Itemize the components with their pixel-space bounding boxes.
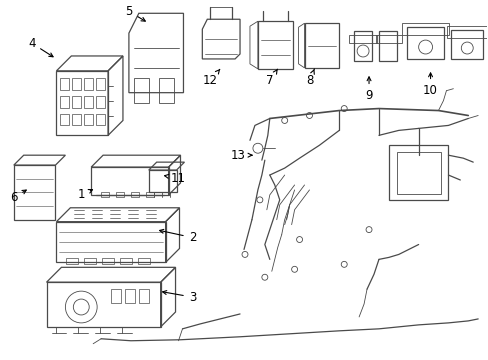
Text: 1: 1 (78, 188, 92, 201)
Bar (96, 78, 105, 90)
Bar (116, 192, 123, 197)
Bar (72, 96, 81, 108)
Bar (96, 113, 105, 125)
Bar (84, 78, 93, 90)
Bar (396, 152, 441, 194)
Text: 2: 2 (159, 229, 196, 244)
Text: 13: 13 (230, 149, 251, 162)
Text: 5: 5 (125, 5, 145, 21)
Bar (120, 258, 132, 264)
Text: 11: 11 (164, 171, 185, 185)
Bar (96, 96, 105, 108)
Text: 6: 6 (10, 190, 26, 204)
Text: 7: 7 (265, 69, 277, 87)
Bar (124, 289, 135, 303)
Bar (84, 96, 93, 108)
Text: 8: 8 (305, 69, 314, 87)
Text: 3: 3 (163, 291, 196, 303)
Text: 9: 9 (365, 77, 372, 102)
Text: 4: 4 (28, 37, 53, 57)
Bar (131, 192, 139, 197)
Text: 10: 10 (422, 73, 437, 97)
Bar (72, 78, 81, 90)
Bar (66, 258, 78, 264)
Bar (84, 258, 96, 264)
Text: 12: 12 (203, 69, 220, 87)
Bar (84, 113, 93, 125)
Bar (111, 289, 121, 303)
Bar (72, 113, 81, 125)
Bar (102, 258, 114, 264)
Bar (61, 96, 69, 108)
Bar (61, 113, 69, 125)
Bar (139, 289, 148, 303)
Bar (61, 78, 69, 90)
Bar (145, 192, 153, 197)
Bar (138, 258, 149, 264)
Bar (388, 145, 447, 200)
Bar (101, 192, 109, 197)
